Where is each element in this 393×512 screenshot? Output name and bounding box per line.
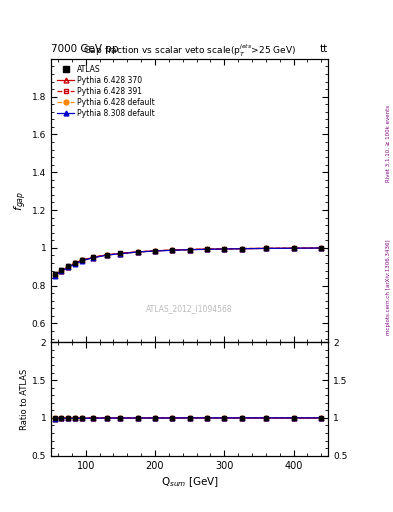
Text: 7000 GeV pp: 7000 GeV pp bbox=[51, 44, 119, 54]
X-axis label: Q$_{sum}$ [GeV]: Q$_{sum}$ [GeV] bbox=[161, 475, 219, 488]
Legend: ATLAS, Pythia 6.428 370, Pythia 6.428 391, Pythia 6.428 default, Pythia 8.308 de: ATLAS, Pythia 6.428 370, Pythia 6.428 39… bbox=[55, 62, 157, 120]
Text: tt: tt bbox=[320, 44, 328, 54]
Text: ATLAS_2012_I1094568: ATLAS_2012_I1094568 bbox=[146, 304, 233, 313]
Y-axis label: Ratio to ATLAS: Ratio to ATLAS bbox=[20, 368, 29, 430]
Text: Rivet 3.1.10, ≥ 100k events: Rivet 3.1.10, ≥ 100k events bbox=[386, 105, 391, 182]
Text: mcplots.cern.ch [arXiv:1306.3436]: mcplots.cern.ch [arXiv:1306.3436] bbox=[386, 239, 391, 334]
Title: Gap fraction vs scalar veto scale(p$_T^{jets}$>25 GeV): Gap fraction vs scalar veto scale(p$_T^{… bbox=[83, 42, 296, 59]
Y-axis label: f$_{gap}$: f$_{gap}$ bbox=[13, 190, 29, 211]
